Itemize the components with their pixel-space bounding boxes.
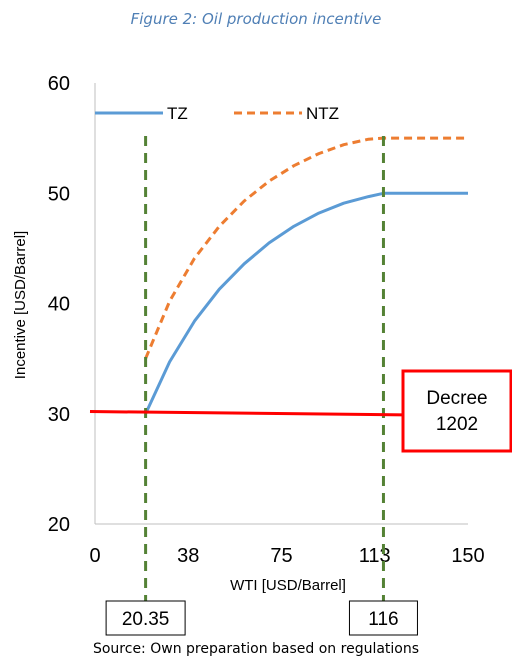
marker-label: 116 xyxy=(368,609,398,630)
x-tick-label: 0 xyxy=(89,545,100,567)
decree-label: Decree xyxy=(426,388,487,409)
legend: TZ NTZ xyxy=(95,104,339,123)
legend-label: NTZ xyxy=(306,104,339,123)
y-tick-label: 20 xyxy=(48,514,70,536)
y-tick-label: 50 xyxy=(48,183,70,205)
legend-label: TZ xyxy=(167,104,188,123)
x-tick-label: 75 xyxy=(270,545,292,567)
y-tick-label: 40 xyxy=(48,294,70,316)
series-line-ntz xyxy=(144,136,468,360)
y-axis-title: Incentive [USD/Barrel] xyxy=(12,231,29,379)
marker-label-box xyxy=(348,600,418,636)
figure-caption: Figure 2: Oil production incentive xyxy=(130,10,382,28)
decree-label: 1202 xyxy=(436,414,478,435)
series-line-tz xyxy=(144,191,468,415)
annotations-layer: 20.35 116 Decree 1202 xyxy=(89,136,512,636)
oil-incentive-chart: 20 30 40 50 60 0 38 75 113 150 TZ NTZ 20.35 116 Decr… xyxy=(12,73,512,636)
x-tick-label: 150 xyxy=(451,545,484,567)
marker-label: 20.35 xyxy=(122,609,170,630)
decree-reference-line xyxy=(89,410,405,417)
x-tick-label: 38 xyxy=(177,545,199,567)
axes-layer: 20 30 40 50 60 0 38 75 113 150 xyxy=(48,73,485,567)
marker-label-box xyxy=(105,600,186,636)
y-tick-label: 30 xyxy=(48,404,70,426)
decree-label-box xyxy=(401,369,512,453)
x-axis-title: WTI [USD/Barrel] xyxy=(230,577,346,594)
lines-layer xyxy=(144,136,468,415)
source-note: Source: Own preparation based on regulat… xyxy=(92,641,420,657)
y-tick-label: 60 xyxy=(48,73,70,95)
x-tick-label: 113 xyxy=(359,545,391,567)
